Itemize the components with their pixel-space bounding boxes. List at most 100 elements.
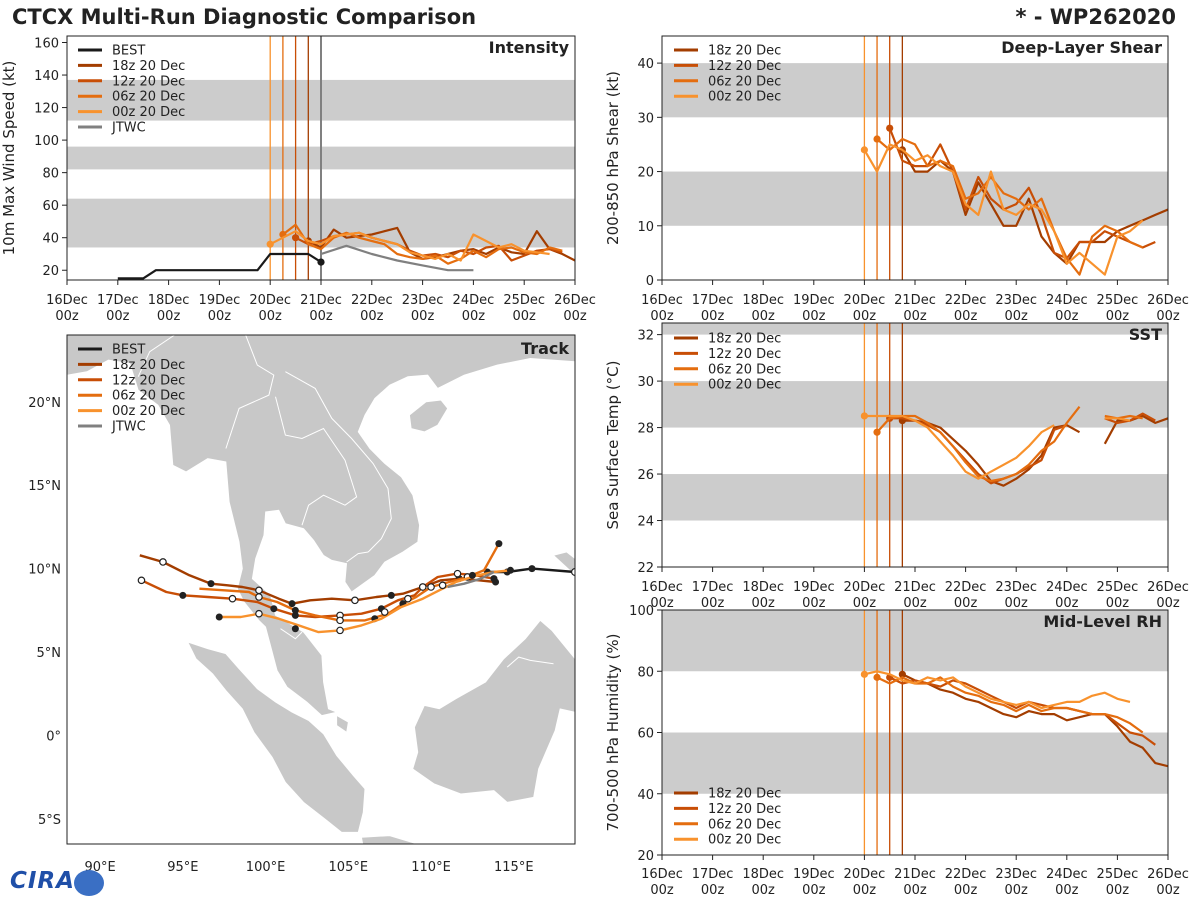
series-point-run06 bbox=[873, 135, 881, 143]
track-point-open bbox=[336, 616, 344, 625]
track-point-open bbox=[380, 608, 389, 616]
y-tick-label: 10 bbox=[637, 220, 654, 235]
shade-band bbox=[662, 474, 1168, 521]
x-tick-hour: 00z bbox=[701, 883, 725, 898]
legend-label: 06z 20 Dec bbox=[708, 74, 781, 89]
x-tick-hour: 00z bbox=[954, 596, 978, 611]
y-tick-label: 24 bbox=[637, 515, 654, 530]
land-mass bbox=[67, 335, 575, 716]
series-line-run12 bbox=[888, 127, 1156, 260]
legend-label: 00z 20 Dec bbox=[112, 404, 185, 419]
map-area bbox=[67, 335, 575, 844]
track-point-open bbox=[427, 583, 435, 591]
legend-label: 00z 20 Dec bbox=[708, 833, 781, 848]
series-line-run06 bbox=[876, 137, 1144, 276]
x-tick-day: 26Dec bbox=[1147, 293, 1189, 308]
x-tick-hour: 00z bbox=[650, 309, 674, 324]
series-line-jtwc bbox=[320, 244, 474, 272]
land-mass bbox=[412, 619, 575, 803]
track-point-filled bbox=[387, 591, 395, 599]
x-tick-hour: 00z bbox=[701, 309, 725, 324]
y-tick-label: 100 bbox=[34, 134, 59, 149]
x-tick-day: 18Dec bbox=[742, 580, 784, 595]
x-tick-hour: 00z bbox=[853, 883, 877, 898]
y-tick-label: 20 bbox=[42, 264, 59, 279]
land-mass bbox=[361, 835, 458, 844]
plot-area-shear bbox=[662, 36, 1168, 280]
panel-shear: Deep-Layer Shear 0 10 20 30 40 200-850 hPa She… bbox=[604, 35, 1189, 324]
track-point-open bbox=[438, 581, 447, 590]
x-tick-day: 16Dec bbox=[641, 293, 683, 308]
track-point-open bbox=[255, 593, 263, 601]
x-tick-hour: 00z bbox=[752, 883, 776, 898]
x-tick-hour: 00z bbox=[106, 309, 130, 324]
series-line-run00 bbox=[864, 670, 1131, 710]
series-line-run06 bbox=[876, 676, 1144, 734]
series-line-run00 bbox=[269, 230, 550, 262]
series-point-run12 bbox=[292, 234, 300, 242]
track-point-filled bbox=[490, 575, 498, 583]
series-line-run06 bbox=[282, 223, 563, 265]
shade-band bbox=[662, 732, 1168, 794]
y-axis-label: 10m Max Wind Speed (kt) bbox=[0, 61, 18, 256]
legend-label: 00z 20 Dec bbox=[708, 378, 781, 393]
lat-tick-label: 5°S bbox=[38, 813, 61, 828]
x-tick-hour: 00z bbox=[1156, 883, 1180, 898]
x-tick-day: 26Dec bbox=[1147, 867, 1189, 882]
x-tick-day: 23Dec bbox=[995, 293, 1037, 308]
series-line-run06 bbox=[876, 406, 1081, 483]
x-tick-hour: 00z bbox=[1156, 309, 1180, 324]
track-point-filled bbox=[215, 613, 223, 621]
track-point-filled bbox=[291, 625, 299, 633]
x-tick-hour: 00z bbox=[1106, 596, 1130, 611]
track-point-filled bbox=[179, 591, 187, 599]
track-point-filled bbox=[288, 600, 296, 608]
track-point-open bbox=[255, 609, 263, 618]
series-line-run06 bbox=[1104, 414, 1143, 420]
panel-title-track: Track bbox=[521, 339, 569, 358]
land-mass bbox=[187, 641, 366, 833]
series-line-run00 bbox=[864, 414, 1055, 480]
y-tick-label: 60 bbox=[42, 199, 59, 214]
x-tick-day: 26Dec bbox=[1147, 580, 1189, 595]
shade-band bbox=[662, 171, 1168, 226]
x-tick-day: 16Dec bbox=[641, 867, 683, 882]
series-point-run12 bbox=[886, 124, 894, 132]
x-tick-day: 23Dec bbox=[995, 867, 1037, 882]
y-tick-label: 80 bbox=[42, 167, 59, 182]
x-tick-day: 21Dec bbox=[894, 293, 936, 308]
x-tick-day: 24Dec bbox=[1046, 293, 1088, 308]
series-point-run18 bbox=[898, 670, 906, 678]
x-tick-day: 18Dec bbox=[148, 293, 190, 308]
y-tick-label: 30 bbox=[637, 375, 654, 390]
plot-area-intensity bbox=[67, 36, 575, 280]
legend-label: BEST bbox=[112, 44, 145, 59]
land-mass bbox=[336, 714, 349, 733]
x-tick-hour: 00z bbox=[903, 596, 927, 611]
x-tick-hour: 00z bbox=[1005, 596, 1029, 611]
y-tick-label: 80 bbox=[637, 665, 654, 680]
x-tick-hour: 00z bbox=[802, 596, 826, 611]
x-tick-hour: 00z bbox=[752, 309, 776, 324]
legend-label: 06z 20 Dec bbox=[112, 90, 185, 105]
x-tick-hour: 00z bbox=[55, 309, 79, 324]
lon-tick-label: 110°E bbox=[411, 860, 451, 875]
track-point-filled bbox=[468, 571, 476, 579]
legend-label: 12z 20 Dec bbox=[112, 373, 185, 388]
x-tick-hour: 00z bbox=[853, 309, 877, 324]
x-tick-day: 21Dec bbox=[894, 580, 936, 595]
y-tick-label: 60 bbox=[637, 727, 654, 742]
plot-area-rh bbox=[662, 610, 1168, 855]
cira-logo: CIRA bbox=[4, 868, 108, 898]
country-border bbox=[280, 628, 303, 640]
x-tick-hour: 00z bbox=[462, 309, 486, 324]
panel-intensity: Intensity 20 40 60 80 100 120 140 160 10m Max Win… bbox=[0, 35, 596, 324]
legend-label: 18z 20 Dec bbox=[708, 44, 781, 59]
x-tick-hour: 00z bbox=[157, 309, 181, 324]
legend-label: 06z 20 Dec bbox=[708, 817, 781, 832]
x-tick-hour: 00z bbox=[802, 883, 826, 898]
series-line-run00 bbox=[863, 143, 1144, 276]
figure-title: CTCX Multi-Run Diagnostic Comparison bbox=[12, 5, 477, 29]
